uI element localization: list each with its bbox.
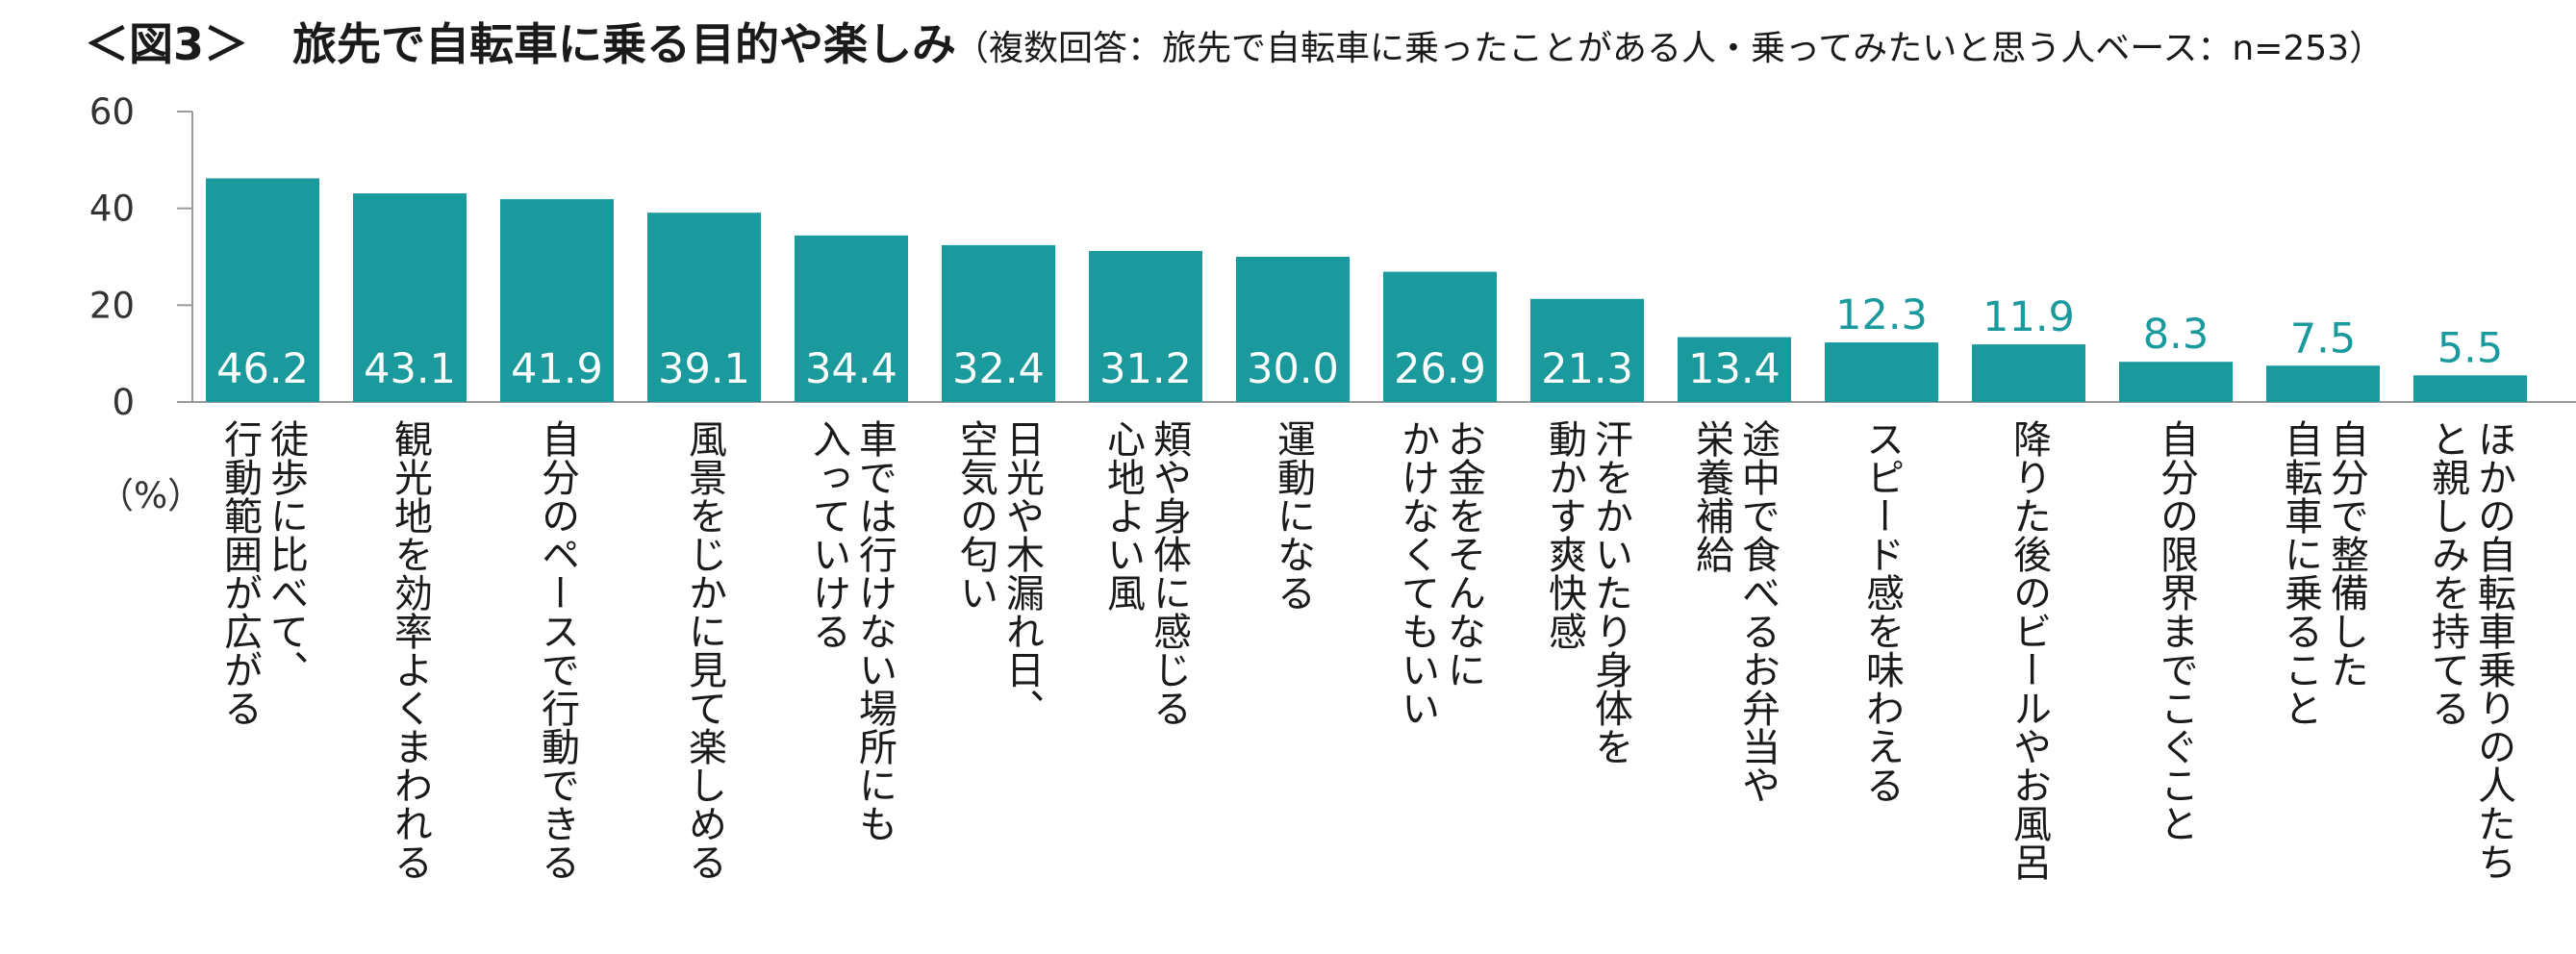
value-label: 5.5 — [2437, 324, 2503, 372]
value-label: 7.5 — [2290, 314, 2356, 363]
bar — [647, 213, 761, 402]
category-label: 自分で整備した — [2324, 419, 2368, 689]
bar — [942, 244, 1055, 402]
category-label: 観光地を効率よくまわれる — [388, 419, 432, 881]
category-label: 運動になる — [1271, 419, 1315, 612]
y-axis-ticks: 0 20 40 60 — [89, 91, 192, 423]
y-tick-label: 20 — [89, 285, 135, 326]
value-label: 41.9 — [511, 345, 603, 393]
category-label: 自分のペースで行動できる — [535, 419, 580, 881]
bars-group — [206, 178, 2527, 402]
y-tick-label: 0 — [112, 382, 135, 423]
value-label: 32.4 — [952, 345, 1045, 393]
category-label: 車では行けない場所にも — [852, 419, 897, 842]
y-tick-label: 40 — [89, 188, 135, 230]
bar — [2266, 365, 2380, 402]
bar — [1530, 298, 1644, 402]
bar — [1383, 271, 1497, 402]
y-axis-unit-label: （%） — [98, 475, 203, 516]
category-label: かけなくてもいい — [1395, 419, 1439, 727]
bar — [1236, 257, 1350, 402]
value-label: 39.1 — [658, 345, 750, 393]
category-labels-group: 徒歩に比べて、行動範囲が広がる 観光地を効率よくまわれる 自分のペースで行動できる 風… — [217, 419, 2515, 881]
category-label: スピード感を味わえる — [1859, 419, 1904, 804]
value-label: 11.9 — [1983, 293, 2075, 341]
category-label: お金をそんなに — [1441, 419, 1485, 689]
category-label: 途中で食べるお弁当や — [1735, 419, 1780, 804]
value-label: 26.9 — [1394, 345, 1486, 393]
value-label: 34.4 — [805, 345, 897, 393]
bar — [795, 235, 908, 402]
value-label: 12.3 — [1835, 291, 1928, 339]
bar — [2413, 375, 2527, 402]
value-label: 31.2 — [1099, 345, 1192, 393]
bar — [1972, 344, 2085, 402]
value-label: 30.0 — [1247, 345, 1339, 393]
value-label: 43.1 — [364, 345, 456, 393]
bar — [2119, 362, 2233, 402]
category-label: 徒歩に比べて、 — [264, 419, 309, 689]
chart-title: ＜図3＞ 旅先で自転車に乗る目的や楽しみ — [85, 18, 956, 70]
bar — [1089, 250, 1202, 402]
bar — [1678, 337, 1791, 402]
bar — [353, 193, 467, 402]
value-label: 46.2 — [216, 345, 309, 393]
category-label: 日光や木漏れ日、 — [999, 419, 1044, 727]
value-labels-group: 46.2 43.1 41.9 39.1 34.4 32.4 31.2 30.0 26.9 21.3… — [216, 291, 2503, 393]
value-label: 8.3 — [2143, 311, 2209, 359]
bar — [1825, 342, 1938, 402]
bar — [500, 199, 614, 402]
category-label: と親しみを持てる — [2425, 419, 2469, 727]
category-label: 空気の匂い — [953, 419, 998, 612]
category-label: 汗をかいたり身体を — [1588, 419, 1632, 766]
category-label: 動かす爽快感 — [1542, 419, 1586, 650]
category-label: 自分の限界までこぐこと — [2154, 419, 2198, 842]
category-label: 行動範囲が広がる — [217, 419, 263, 727]
value-label: 13.4 — [1688, 345, 1780, 393]
category-label: 頬や身体に感じる — [1147, 419, 1191, 727]
y-tick-label: 60 — [89, 91, 135, 133]
category-label: 風景をじかに見て楽しめる — [682, 419, 726, 881]
category-label: 降りた後のビールやお風呂 — [2007, 419, 2051, 881]
category-label: 自転車に乗ること — [2278, 419, 2322, 727]
bar — [206, 178, 319, 402]
category-label: ほかの自転車乗りの人たち — [2471, 419, 2515, 881]
value-label: 21.3 — [1541, 345, 1633, 393]
category-label: 栄養補給 — [1689, 419, 1734, 573]
chart-subtitle: （複数回答：旅先で自転車に乗ったことがある人・乗ってみたいと思う人ベース：n=2… — [954, 29, 2384, 68]
category-label: 入っていける — [806, 419, 850, 650]
category-label: 心地よい風 — [1100, 419, 1145, 612]
